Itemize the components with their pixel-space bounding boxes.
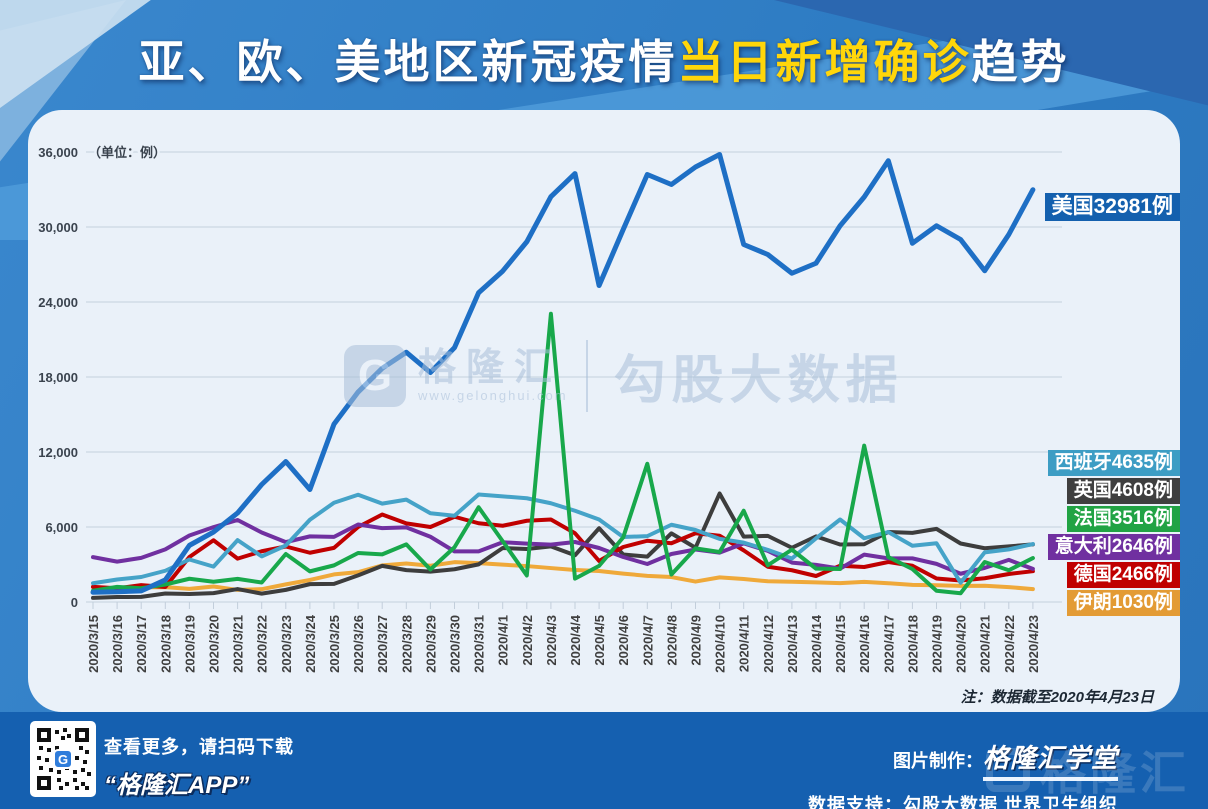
series-line-iran	[91, 560, 1035, 592]
title-part-regular: 亚、欧、美地区新冠疫情	[138, 36, 678, 88]
credit-block: 图片制作： 格隆汇学堂 数据支持：勾股大数据 世界卫生组织	[808, 738, 1118, 809]
x-axis-tick-label: 2020/3/31	[472, 615, 487, 673]
watermark-partner: 勾股大数据	[613, 352, 904, 410]
y-axis-tick-label: 6,000	[45, 520, 78, 535]
x-axis-tick-label: 2020/4/21	[978, 615, 993, 673]
y-axis-unit-label: （单位：例）	[88, 145, 166, 160]
series-line-germany	[91, 512, 1035, 591]
series-label-germany: 德国2466例	[1066, 562, 1180, 588]
x-axis-tick-label: 2020/4/4	[568, 614, 583, 665]
watermark-divider	[585, 339, 588, 412]
x-axis-tick-label: 2020/3/17	[134, 615, 149, 673]
scan-line1: 查看更多，请扫码下载	[104, 737, 294, 757]
x-axis-tick-label: 2020/4/18	[905, 615, 920, 673]
title-part-highlight: 当日新增确诊	[677, 36, 972, 88]
x-axis-tick-label: 2020/4/11	[737, 615, 752, 672]
y-axis-tick-label: 18,000	[38, 370, 78, 385]
x-axis-tick-label: 2020/4/12	[761, 615, 776, 673]
x-axis-tick-label: 2020/4/5	[592, 615, 607, 666]
x-axis-tick-label: 2020/3/21	[231, 615, 246, 673]
y-axis-tick-label: 0	[71, 595, 78, 610]
x-axis-tick-label: 2020/3/28	[399, 615, 414, 673]
qr-pattern	[37, 728, 91, 790]
series-label-uk: 英国4608例	[1066, 478, 1180, 504]
x-axis-tick-label: 2020/3/16	[110, 615, 125, 673]
x-axis-tick-label: 2020/3/24	[303, 614, 318, 673]
x-axis-tick-label: 2020/3/25	[327, 615, 342, 673]
x-axis-tick-label: 2020/4/10	[713, 615, 728, 673]
x-axis-tick-label: 2020/3/18	[158, 615, 173, 673]
x-axis-tick-label: 2020/4/15	[833, 615, 848, 673]
x-axis-tick-label: 2020/3/29	[423, 615, 438, 673]
x-axis-tick-label: 2020/4/19	[930, 615, 945, 673]
data-cutoff-note: 注：数据截至2020年4月23日	[960, 689, 1154, 706]
title-part-regular-2: 趋势	[971, 36, 1070, 88]
credit-label: 图片制作：	[892, 750, 983, 771]
x-axis-tick-label: 2020/4/17	[881, 615, 896, 673]
x-axis-tick-label: 2020/3/27	[375, 615, 390, 673]
y-axis-tick-label: 30,000	[38, 220, 78, 235]
watermark-brand: 格隆汇	[418, 347, 563, 389]
scan-download-text: 查看更多，请扫码下载 “格隆汇APP”	[104, 733, 294, 800]
series-label-italy: 意大利2646例	[1047, 534, 1180, 560]
series-line-uk	[91, 491, 1035, 600]
page-title: 亚、欧、美地区新冠疫情当日新增确诊趋势	[0, 26, 1208, 92]
center-watermark: G 格隆汇 www.gelonghui.com 勾股大数据	[344, 338, 904, 413]
x-axis-tick-label: 2020/3/20	[207, 615, 222, 673]
x-axis-tick-label: 2020/4/13	[785, 615, 800, 673]
x-axis-tick-label: 2020/4/20	[954, 615, 969, 673]
qr-code: G	[30, 721, 96, 797]
line-chart-canvas: 0 6,000 12,000 18,000 24,000 30,000 36,000 （单位：…	[38, 143, 1062, 673]
x-axis-tick-label: 2020/4/16	[857, 615, 872, 673]
x-axis-tick-label: 2020/3/26	[351, 615, 366, 673]
x-axis-tick-label: 2020/4/23	[1026, 615, 1041, 673]
qr-center-logo: G	[53, 749, 73, 769]
x-axis-tick-label: 2020/3/23	[279, 615, 294, 673]
series-line-italy	[91, 518, 1035, 576]
series-label-spain: 西班牙4635例	[1047, 450, 1180, 476]
x-axis-tick-label: 2020/4/1	[496, 615, 511, 666]
series-line-france	[91, 311, 1035, 596]
chart-panel: 0 6,000 12,000 18,000 24,000 30,000 36,000 （单位：…	[28, 110, 1180, 712]
gelonghui-logo-icon: G	[344, 344, 406, 407]
y-axis-tick-label: 12,000	[38, 445, 78, 460]
corner-watermark: 格隆汇	[986, 737, 1190, 803]
x-axis-tick-label: 2020/4/7	[640, 615, 655, 666]
y-axis-tick-label: 24,000	[38, 295, 78, 310]
series-line-us	[90, 152, 1036, 595]
x-axis-tick-label: 2020/4/14	[809, 614, 824, 673]
y-axis-tick-label: 36,000	[38, 145, 78, 160]
data-support-line: 数据支持：勾股大数据 世界卫生组织	[808, 795, 1118, 809]
series-label-iran: 伊朗1030例	[1066, 590, 1180, 616]
x-axis-tick-label: 2020/3/19	[182, 615, 197, 673]
series-line-spain	[91, 492, 1035, 586]
x-axis-tick-label: 2020/4/22	[1002, 615, 1017, 673]
x-axis-tick-label: 2020/4/2	[520, 615, 535, 666]
x-axis-tick-label: 2020/4/8	[664, 615, 679, 666]
x-axis-tick-label: 2020/4/9	[689, 615, 704, 666]
x-axis-tick-label: 2020/3/22	[255, 615, 270, 673]
app-name: “格隆汇APP”	[104, 772, 250, 799]
x-axis-tick-label: 2020/4/3	[544, 615, 559, 666]
x-axis-tick-label: 2020/3/15	[86, 615, 101, 673]
series-label-france: 法国3516例	[1066, 506, 1180, 532]
corner-watermark-text: 格隆汇	[1040, 747, 1190, 799]
watermark-url: www.gelonghui.com	[418, 388, 568, 403]
credit-logo: 格隆汇学堂	[982, 738, 1118, 781]
x-axis-tick-label: 2020/4/6	[616, 615, 631, 666]
series-label-us: 美国32981例	[1044, 193, 1180, 221]
corner-watermark-logo-icon	[986, 748, 1030, 792]
x-axis-tick-label: 2020/3/30	[448, 615, 463, 673]
